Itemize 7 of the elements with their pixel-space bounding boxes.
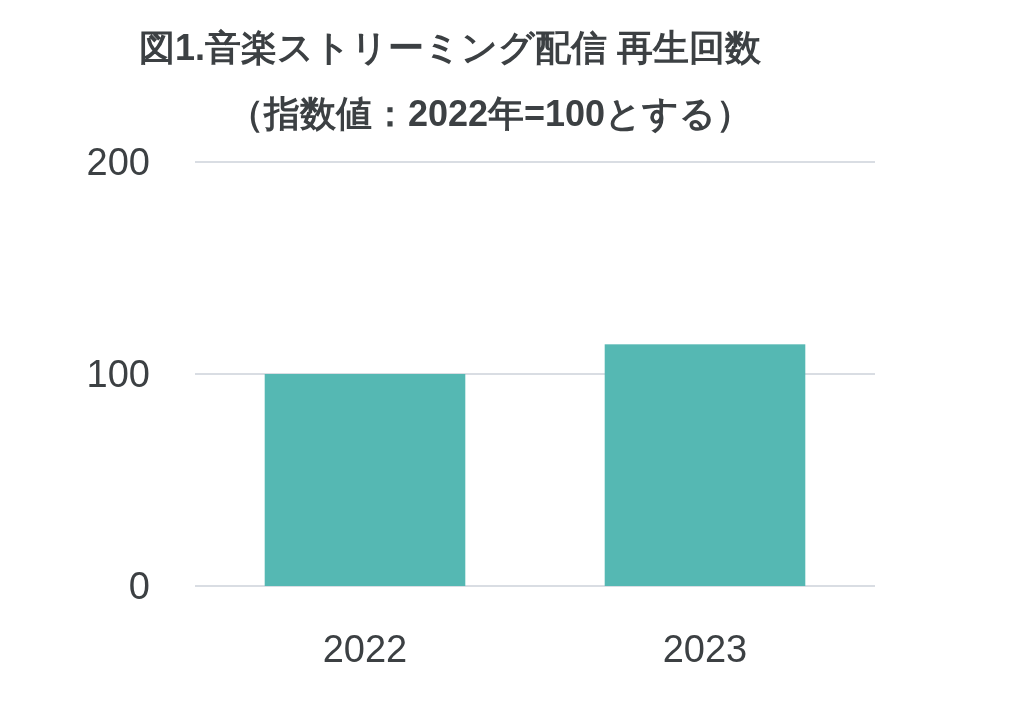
x-tick-label: 2022 — [322, 628, 408, 670]
y-tick-label: 0 — [128, 565, 150, 607]
y-tick-label: 200 — [86, 141, 150, 183]
y-tick-label: 100 — [86, 353, 150, 395]
chart-subtitle: （指数値：2022年=100とする） — [227, 93, 753, 134]
x-tick-label: 2023 — [662, 628, 748, 670]
chart-title: 図1.音楽ストリーミング配信 再生回数 — [138, 27, 763, 68]
